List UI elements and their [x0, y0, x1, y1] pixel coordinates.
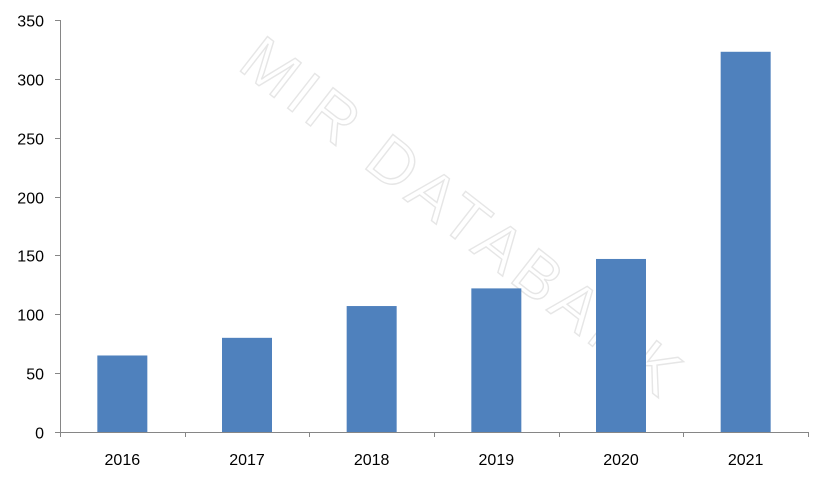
- bar-2017: [222, 337, 272, 432]
- y-tick-label-300: 300: [17, 73, 44, 90]
- y-tick-label-50: 50: [26, 367, 44, 384]
- x-tick-label-2017: 2017: [229, 452, 265, 469]
- y-tick-label-150: 150: [17, 249, 44, 266]
- labels-group: 0 50 100 150 200 250 300 350 2016 2017 2018 2019 202…: [17, 14, 763, 470]
- x-tick-label-2016: 2016: [105, 452, 141, 469]
- bar-2019: [471, 288, 522, 432]
- axes-group: [55, 20, 809, 437]
- x-tick-label-2021: 2021: [728, 452, 764, 469]
- y-tick-label-100: 100: [17, 308, 44, 325]
- y-tick-label-0: 0: [35, 426, 44, 443]
- x-tick-label-2019: 2019: [479, 452, 515, 469]
- bars-group: [97, 51, 771, 432]
- bar-2021: [720, 51, 771, 432]
- bar-2018: [346, 306, 397, 432]
- x-tick-label-2020: 2020: [603, 452, 639, 469]
- bar-2020: [596, 258, 646, 432]
- y-tick-label-250: 250: [17, 132, 44, 149]
- y-tick-label-200: 200: [17, 191, 44, 208]
- x-tick-label-2018: 2018: [354, 452, 390, 469]
- bar-2016: [97, 355, 148, 432]
- y-tick-label-350: 350: [17, 14, 44, 31]
